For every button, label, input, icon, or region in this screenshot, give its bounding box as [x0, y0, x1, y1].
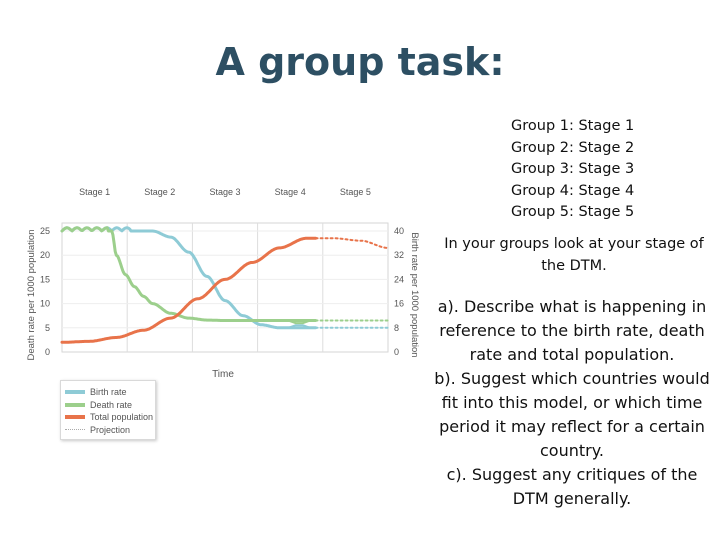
question-b: b). Suggest which countries would fit in…: [434, 369, 710, 460]
left-tick-label: 15: [40, 274, 50, 284]
right-axis-label: Birth rate per 1000 population: [409, 232, 420, 357]
legend-item: Projection: [65, 424, 155, 437]
death-low-fluctuation: [287, 319, 312, 325]
right-tick-label: 0: [394, 347, 399, 357]
group-assignment: Group 3: Stage 3: [511, 161, 635, 177]
legend-label: Death rate: [90, 399, 133, 410]
question-a: a). Describe what is happening in refere…: [437, 297, 707, 364]
chart-legend: Birth rate Death rate Total population P…: [60, 380, 156, 440]
question-c: c). Suggest any critiques of the DTM gen…: [446, 465, 698, 508]
right-tick-label: 24: [394, 274, 404, 284]
task-questions: a). Describe what is happening in refere…: [428, 295, 716, 511]
death-rate-line: [60, 226, 318, 322]
slide-title: A group task:: [215, 40, 505, 84]
right-tick-label: 16: [394, 299, 404, 309]
right-tick-label: 40: [394, 226, 404, 236]
group-assignment-list: Group 1: Stage 1 Group 2: Stage 2 Group …: [511, 116, 634, 224]
population-projection-line: [314, 237, 389, 249]
left-tick-label: 5: [45, 323, 50, 333]
legend-label: Total population: [90, 412, 154, 423]
group-assignment: Group 1: Stage 1: [511, 118, 635, 134]
left-tick-label: 20: [40, 250, 50, 260]
group-assignment: Group 5: Stage 5: [511, 204, 635, 220]
left-axis-ticks: 0 5 10 15 20 25: [40, 226, 50, 357]
legend-item: Death rate: [65, 399, 155, 412]
left-axis-label: Death rate per 1000 population: [26, 230, 37, 361]
legend-label: Projection: [90, 424, 131, 435]
stage-labels: Stage 1 Stage 2 Stage 3 Stage 4 Stage 5: [79, 187, 371, 197]
stage-label: Stage 2: [144, 187, 175, 197]
legend-swatch-total-population: [65, 415, 85, 420]
plot-area: [61, 222, 389, 353]
group-assignment: Group 4: Stage 4: [511, 182, 635, 199]
dtm-chart: Stage 1 Stage 2 Stage 3 Stage 4 Stage 5 0 5 10…: [26, 187, 420, 380]
x-axis-label: Time: [212, 369, 234, 380]
chart-grid: [61, 222, 389, 353]
legend-label: Birth rate: [90, 387, 127, 398]
right-tick-label: 8: [394, 323, 399, 333]
group-assignment: Group 2: Stage 2: [511, 139, 635, 156]
task-instruction: In your groups look at your stage of the…: [444, 236, 704, 274]
stage-label: Stage 3: [209, 187, 240, 197]
stage-label: Stage 4: [275, 187, 306, 197]
stage-label: Stage 5: [340, 187, 371, 197]
right-tick-label: 32: [394, 250, 404, 260]
stage-label: Stage 1: [79, 187, 110, 197]
legend-item: Total population: [65, 411, 155, 424]
population-rate-line: [60, 236, 318, 344]
left-tick-label: 25: [40, 226, 50, 236]
right-axis-ticks: 0 8 16 24 32 40: [394, 226, 404, 357]
chart-series: [60, 226, 389, 344]
legend-swatch-projection: [65, 429, 85, 431]
legend-item: Birth rate: [65, 386, 155, 399]
birth-low-fluctuation: [287, 324, 312, 329]
legend-swatch-death-rate: [65, 402, 85, 407]
legend-swatch-birth-rate: [65, 390, 85, 395]
left-tick-label: 10: [40, 299, 50, 309]
left-tick-label: 0: [45, 347, 50, 357]
